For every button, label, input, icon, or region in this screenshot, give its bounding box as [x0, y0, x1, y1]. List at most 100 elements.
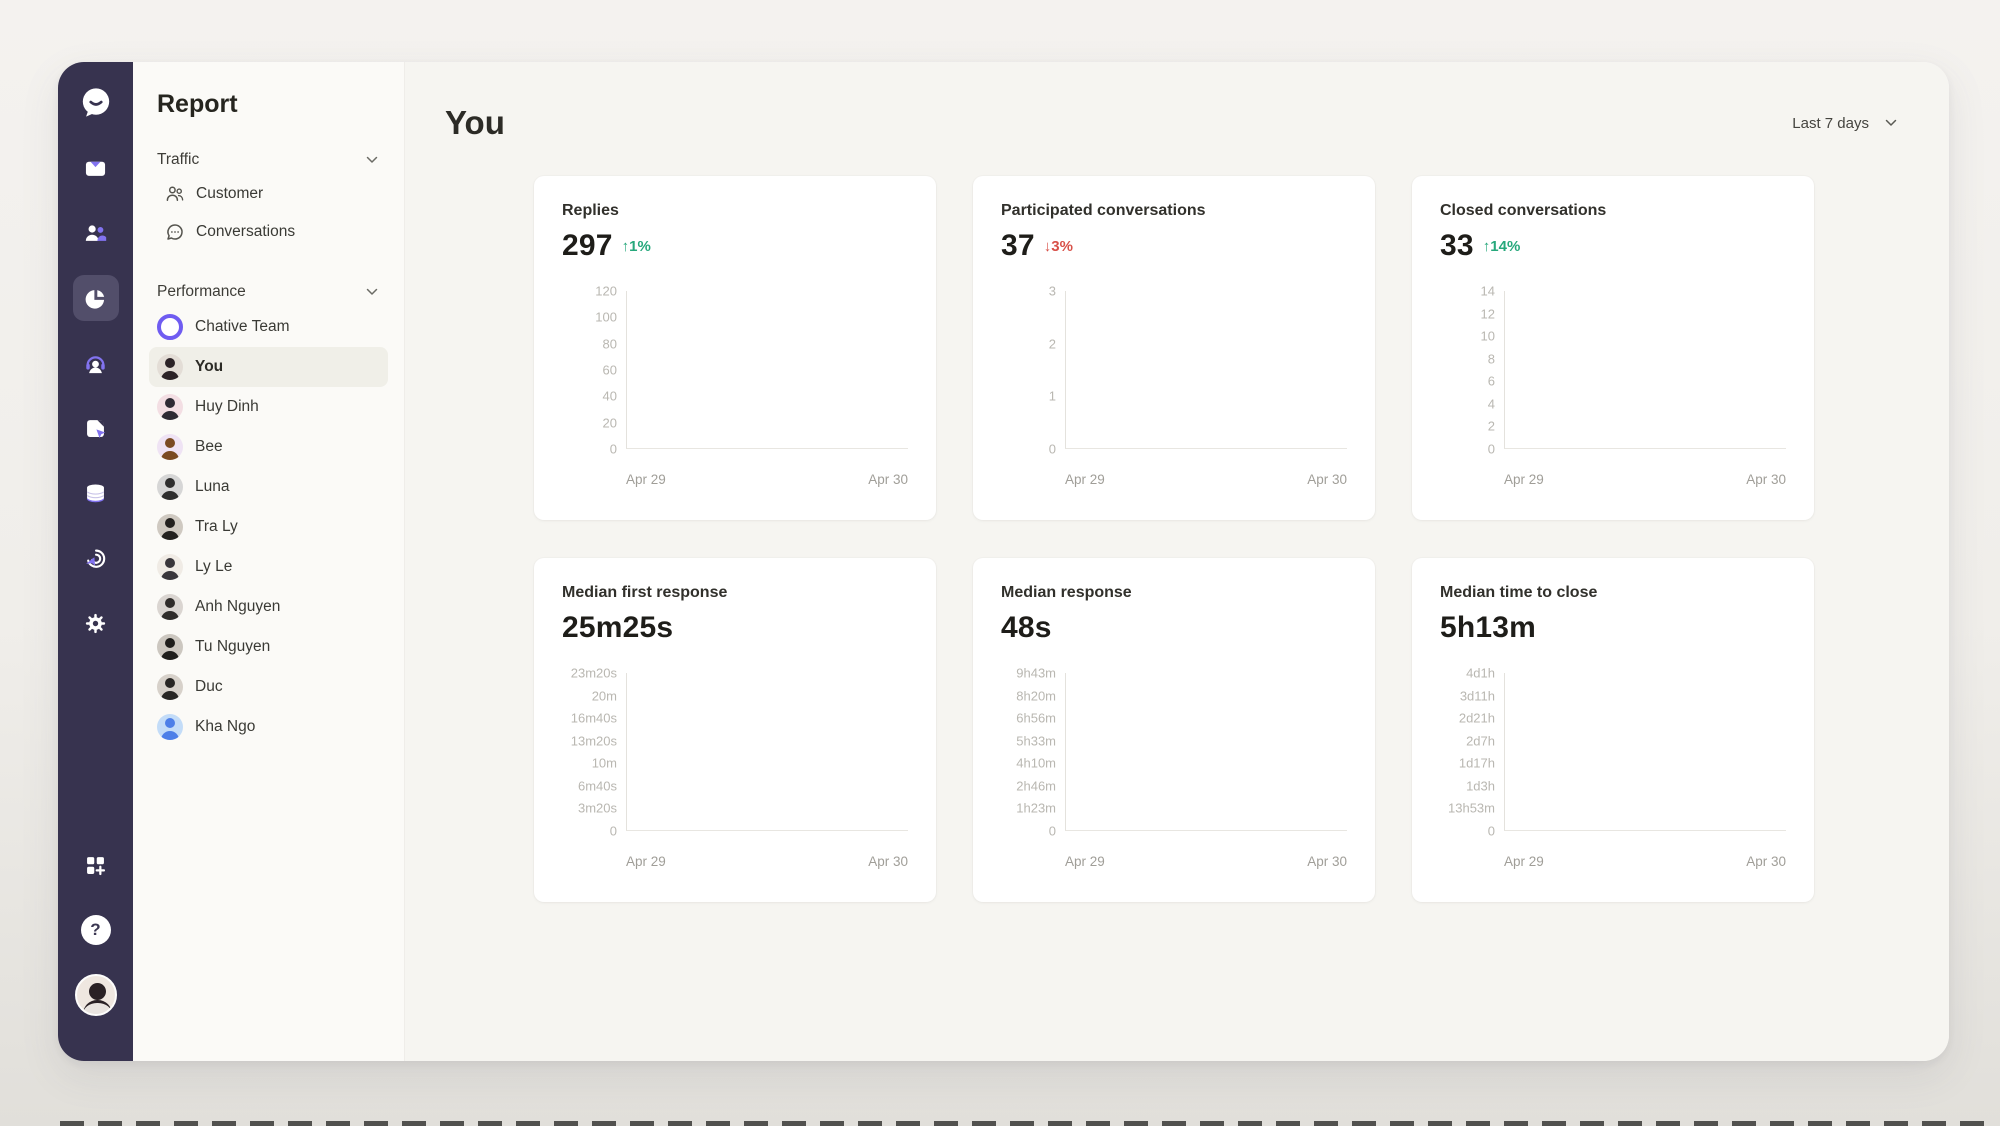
card-chart: 120 100 80 60 40 20 0 [562, 285, 908, 462]
member-name: Bee [195, 438, 223, 455]
x-tick-end: Apr 30 [1746, 472, 1786, 487]
sidebar-member-tu-nguyen[interactable]: Tu Nguyen [149, 627, 388, 667]
conversations-icon [167, 224, 183, 240]
sidebar-item-customer[interactable]: Customer [149, 175, 388, 213]
sidebar-member-duc[interactable]: Duc [149, 667, 388, 707]
y-tick-label: 3m20s [577, 800, 617, 816]
sidebar-member-huy-dinh[interactable]: Huy Dinh [149, 387, 388, 427]
traffic-section-header[interactable]: Traffic [149, 145, 388, 175]
chart-x-axis: Apr 29 Apr 30 [626, 472, 908, 487]
member-avatar [157, 354, 183, 380]
member-avatar [157, 314, 183, 340]
main-content: You Last 7 days Replies 297 ↑1% 120 100 80… [405, 62, 1949, 1061]
member-name: Huy Dinh [195, 398, 259, 415]
y-tick-label: 5h33m [1016, 733, 1056, 749]
apps-icon[interactable] [73, 842, 119, 888]
x-tick-start: Apr 29 [626, 472, 666, 487]
chart-y-axis: 4d1h 3d11h 2d21h 2d7h 1d17h 1d3h 13h53m 0 [1440, 667, 1504, 838]
date-range-dropdown[interactable]: Last 7 days [1792, 115, 1903, 132]
y-tick-label: 2d7h [1466, 733, 1495, 749]
y-tick-label: 1d17h [1458, 755, 1495, 771]
card-chart: 4d1h 3d11h 2d21h 2d7h 1d17h 1d3h 13h53m 0 [1440, 667, 1786, 844]
sidebar-member-you[interactable]: You [149, 347, 388, 387]
member-avatar [157, 634, 183, 660]
y-tick-label: 13h53m [1448, 800, 1495, 816]
settings-icon[interactable] [73, 600, 119, 646]
x-tick-start: Apr 29 [1504, 472, 1544, 487]
y-tick-label: 12 [1480, 306, 1495, 322]
member-name: Luna [195, 478, 230, 495]
y-tick-label: 4d1h [1466, 665, 1495, 681]
y-tick-label: 20 [602, 415, 617, 431]
chart-y-axis: 9h43m 8h20m 6h56m 5h33m 4h10m 2h46m 1h23m 0 [1001, 667, 1065, 838]
chart-y-axis: 120 100 80 60 40 20 0 [562, 285, 626, 456]
bottom-artifact-strip [60, 1121, 1998, 1126]
member-avatar [157, 514, 183, 540]
y-tick-label: 14 [1480, 283, 1495, 299]
y-tick-label: 3d11h [1459, 688, 1495, 704]
card-chart: 23m20s 20m 16m40s 13m20s 10m 6m40s 3m20s 0 [562, 667, 908, 844]
member-name: Ly Le [195, 558, 233, 575]
sidebar-item-conversations[interactable]: Conversations [149, 213, 388, 251]
performance-section: Performance Chative Team You Huy Dinh Be… [149, 277, 388, 747]
main-title: You [445, 104, 505, 141]
sidebar-member-tra-ly[interactable]: Tra Ly [149, 507, 388, 547]
sidebar-member-kha-ngo[interactable]: Kha Ngo [149, 707, 388, 747]
help-icon[interactable]: ? [73, 907, 119, 953]
y-tick-label: 8 [1487, 351, 1495, 367]
stat-card-median-response: Median response 48s 9h43m 8h20m 6h56m 5h33m… [973, 558, 1375, 902]
x-tick-end: Apr 30 [1746, 854, 1786, 869]
y-tick-label: 6 [1487, 373, 1495, 389]
x-tick-end: Apr 30 [1307, 472, 1347, 487]
card-value: 37 [1001, 229, 1035, 262]
chart-y-axis: 14 12 10 8 6 4 2 0 [1440, 285, 1504, 456]
chative-logo-icon[interactable] [73, 80, 119, 126]
card-title: Median time to close [1440, 584, 1598, 601]
sidebar-member-bee[interactable]: Bee [149, 427, 388, 467]
card-value: 48s [1001, 611, 1052, 644]
sidebar-member-ly-le[interactable]: Ly Le [149, 547, 388, 587]
y-tick-label: 0 [1487, 823, 1495, 839]
pages-icon[interactable] [73, 405, 119, 451]
member-avatar [157, 474, 183, 500]
y-tick-label: 8h20m [1016, 688, 1056, 704]
y-tick-label: 100 [595, 309, 617, 325]
sidebar-member-anh-nguyen[interactable]: Anh Nguyen [149, 587, 388, 627]
member-name: Duc [195, 678, 223, 695]
inbox-icon[interactable] [73, 145, 119, 191]
stat-card-replies: Replies 297 ↑1% 120 100 80 60 40 20 0 Apr 29 A… [534, 176, 936, 520]
x-tick-start: Apr 29 [1065, 854, 1105, 869]
card-delta-badge: ↑14% [1482, 237, 1521, 255]
sidebar-member-luna[interactable]: Luna [149, 467, 388, 507]
card-value: 25m25s [562, 611, 674, 644]
sidebar-member-chative-team[interactable]: Chative Team [149, 307, 388, 347]
y-tick-label: 2h46m [1016, 778, 1056, 794]
agents-icon[interactable] [73, 340, 119, 386]
card-value: 297 [562, 229, 613, 262]
y-tick-label: 2 [1487, 418, 1495, 434]
performance-section-header[interactable]: Performance [149, 277, 388, 307]
card-title: Participated conversations [1001, 202, 1206, 219]
y-tick-label: 1d3h [1466, 778, 1495, 794]
automation-icon[interactable] [73, 535, 119, 581]
sidebar-item-label: Customer [196, 185, 264, 202]
x-tick-end: Apr 30 [868, 472, 908, 487]
traffic-section: Traffic Customer [149, 145, 388, 251]
reports-icon[interactable] [72, 275, 119, 321]
member-name: You [195, 358, 224, 375]
date-range-label: Last 7 days [1792, 114, 1869, 132]
profile-avatar[interactable] [73, 972, 119, 1018]
sidebar-item-label: Conversations [196, 223, 296, 240]
card-chart: 14 12 10 8 6 4 2 0 [1440, 285, 1786, 462]
card-value: 33 [1440, 229, 1474, 262]
member-avatar [157, 714, 183, 740]
contacts-icon[interactable] [73, 210, 119, 256]
stat-card-median-first-response: Median first response 25m25s 23m20s 20m 16… [534, 558, 936, 902]
stat-card-closed-conversations: Closed conversations 33 ↑14% 14 12 10 8 6 4 2 0… [1412, 176, 1814, 520]
y-tick-label: 0 [1048, 823, 1056, 839]
performance-member-list: Chative Team You Huy Dinh Bee Luna Tra L… [149, 307, 388, 747]
data-icon[interactable] [73, 470, 119, 516]
main-header: You Last 7 days [445, 104, 1903, 142]
chart-x-axis: Apr 29 Apr 30 [1065, 472, 1347, 487]
traffic-section-label: Traffic [157, 151, 200, 168]
